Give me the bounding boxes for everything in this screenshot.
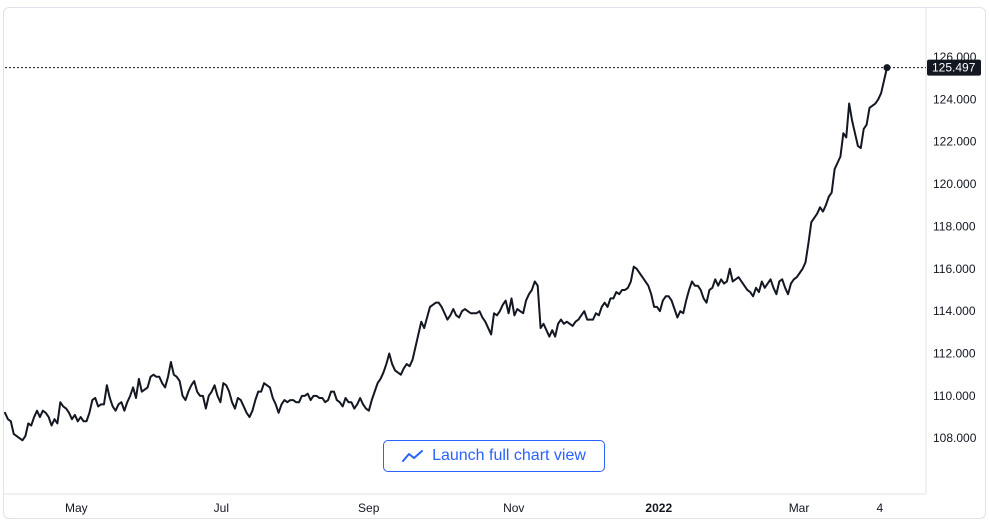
chart-frame — [3, 7, 986, 519]
y-tick-label: 120.000 — [933, 177, 977, 191]
y-tick-label: 118.000 — [933, 219, 976, 233]
y-tick-label: 112.000 — [933, 346, 976, 360]
chart-line-icon — [402, 449, 424, 463]
y-tick-label: 110.000 — [933, 389, 976, 403]
y-tick-label: 108.000 — [933, 431, 977, 445]
last-price-label: 125.497 — [932, 61, 976, 75]
x-tick-label: Nov — [503, 501, 524, 515]
x-tick-label: Mar — [789, 501, 810, 515]
y-tick-label: 124.000 — [933, 92, 977, 106]
x-tick-label: 4 — [877, 501, 884, 515]
x-tick-label: 2022 — [645, 501, 672, 515]
x-tick-label: Sep — [358, 501, 380, 515]
launch-full-chart-label: Launch full chart view — [432, 447, 586, 464]
x-tick-label: Jul — [214, 501, 229, 515]
launch-full-chart-button[interactable]: Launch full chart view — [383, 440, 605, 472]
y-tick-label: 116.000 — [933, 262, 976, 276]
x-tick-label: May — [65, 501, 88, 515]
price-series-line — [4, 66, 888, 442]
last-price-point — [883, 64, 891, 72]
last-price-label-bg — [927, 59, 981, 76]
y-tick-label: 122.000 — [933, 135, 977, 149]
y-tick-label: 114.000 — [933, 304, 976, 318]
